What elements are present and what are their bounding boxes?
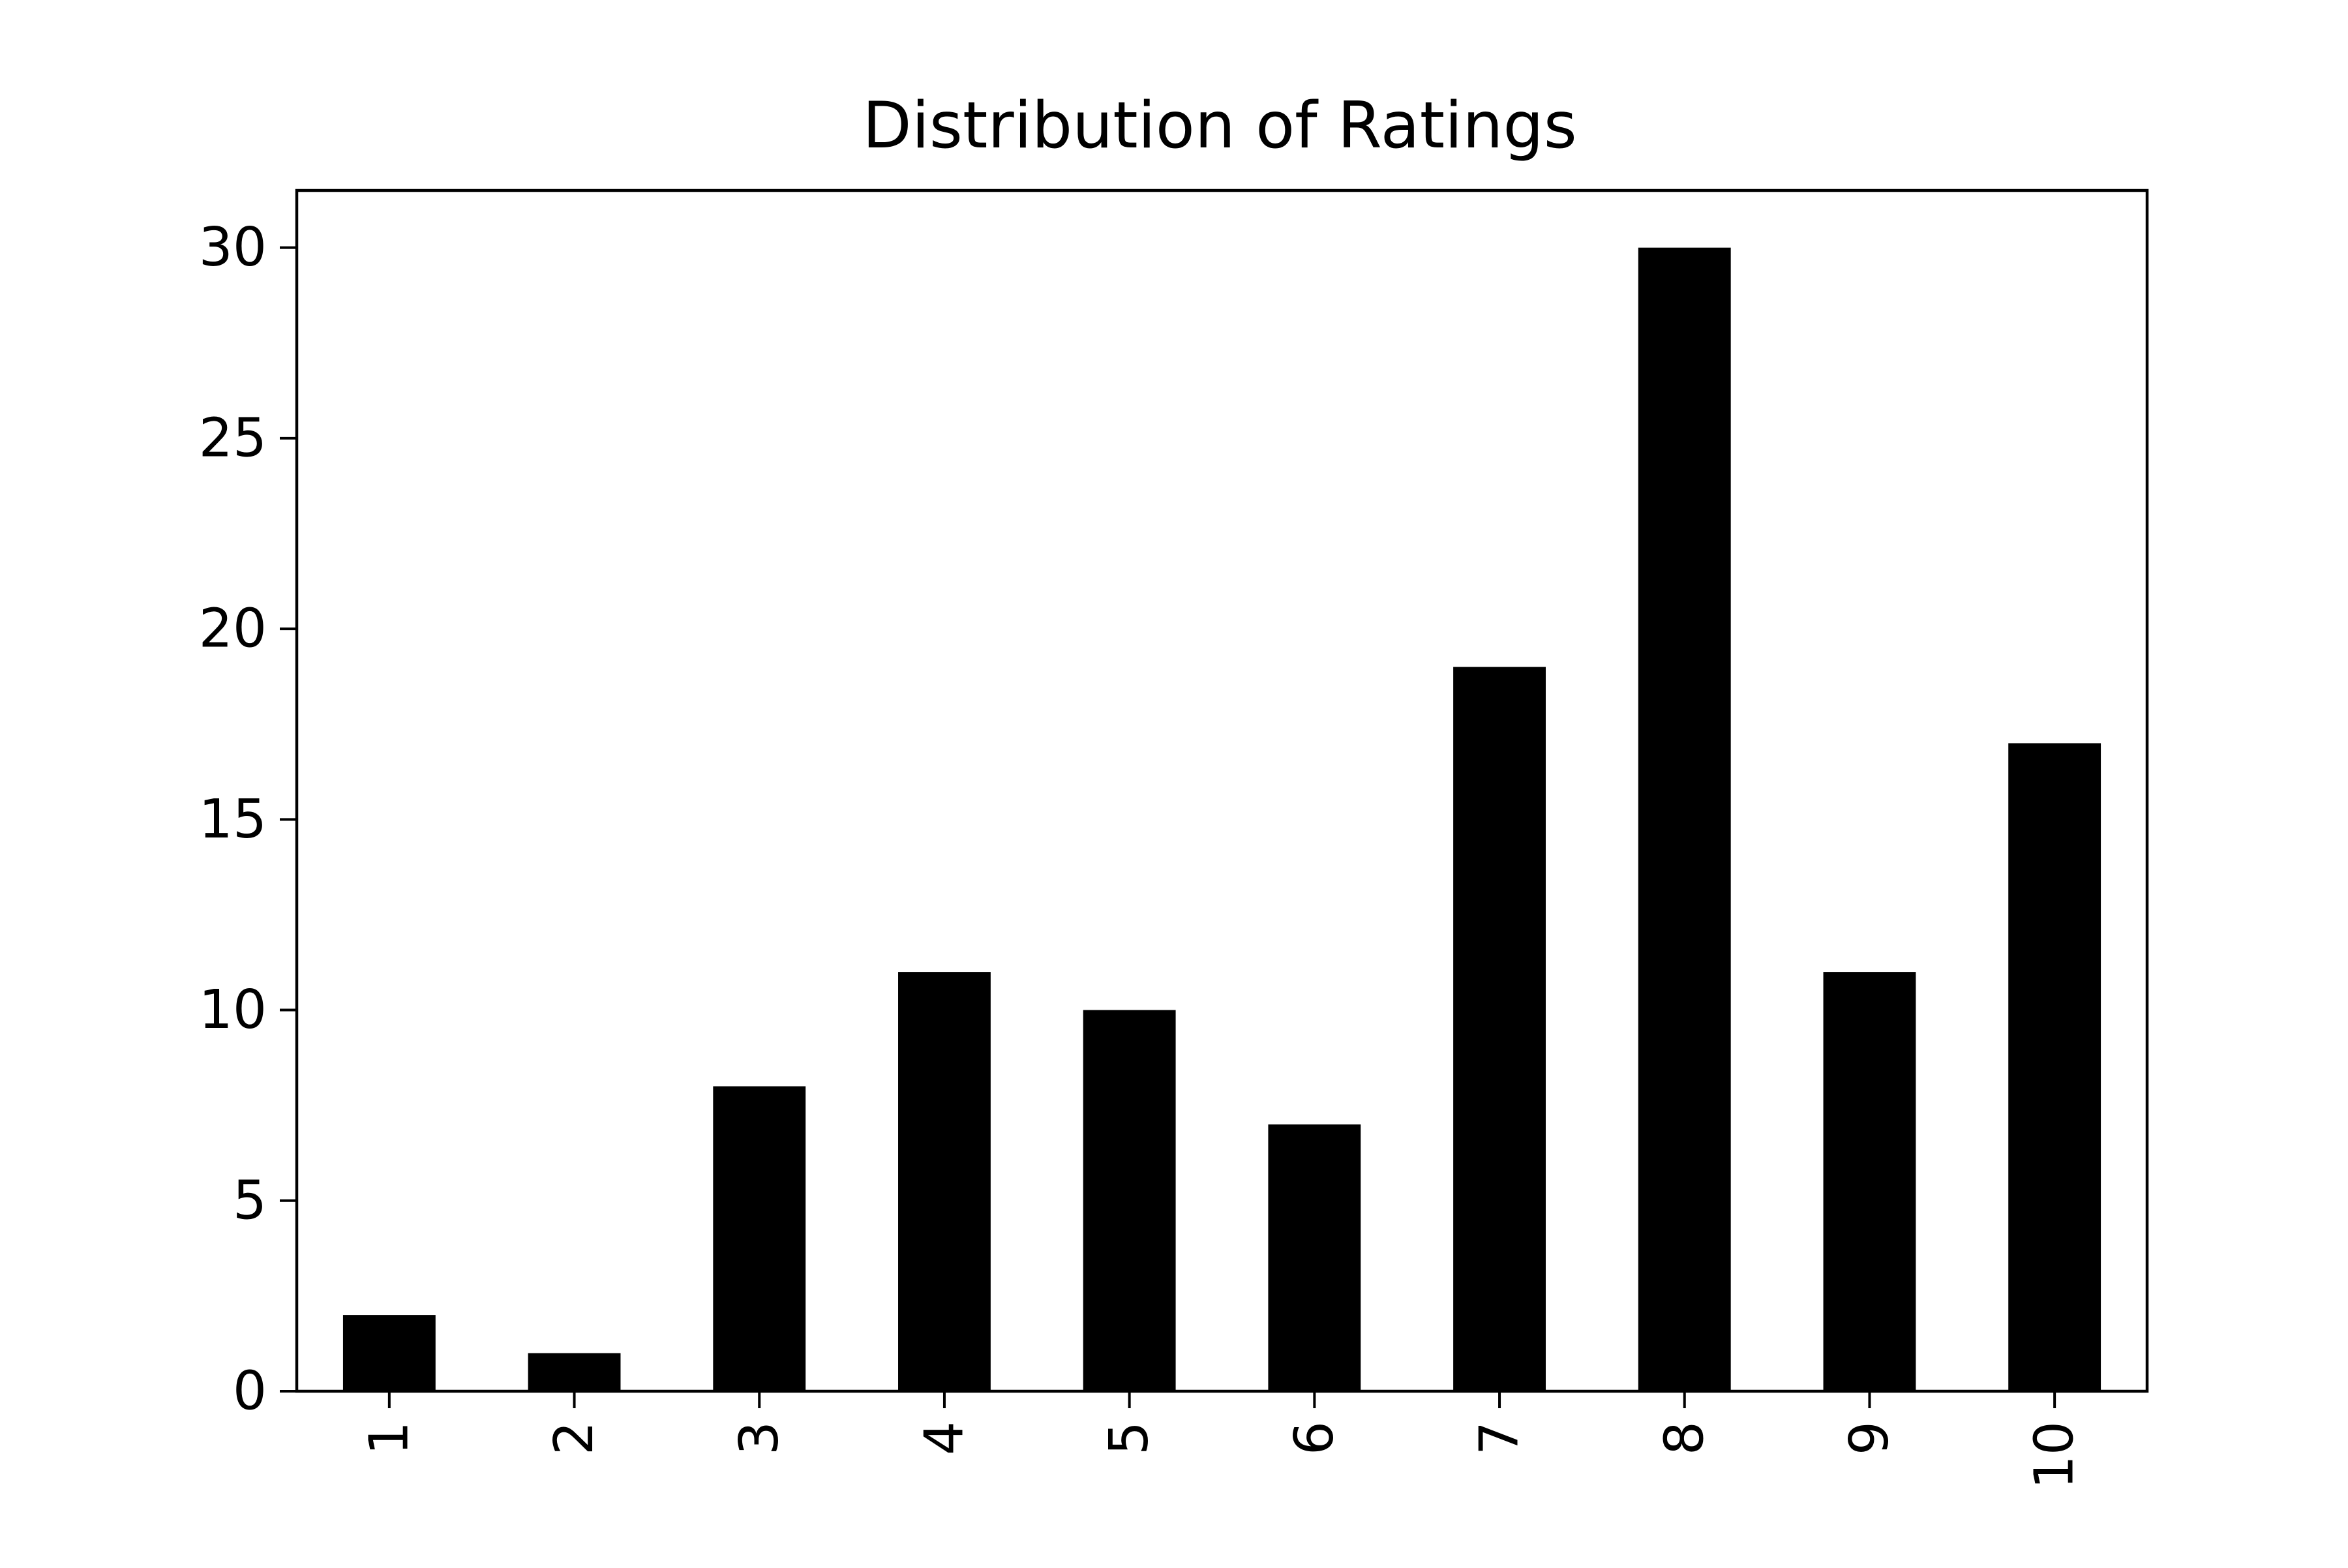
bar-4 bbox=[898, 972, 991, 1391]
y-tick-label: 0 bbox=[233, 1361, 267, 1423]
bar-10 bbox=[2008, 743, 2101, 1391]
bar-9 bbox=[1823, 972, 1916, 1391]
bar-3 bbox=[713, 1086, 806, 1391]
bar-1 bbox=[342, 1315, 436, 1391]
x-tick-label: 8 bbox=[1653, 1421, 1715, 1455]
y-tick-label: 20 bbox=[199, 598, 267, 660]
x-tick-label: 5 bbox=[1098, 1421, 1160, 1455]
y-tick-label: 15 bbox=[199, 789, 267, 851]
x-axis: 1 2 3 4 5 6 7 8 9 10 bbox=[358, 1391, 2086, 1489]
chart-title: Distribution of Ratings bbox=[862, 89, 1577, 163]
bar-8 bbox=[1638, 247, 1731, 1392]
x-tick-label: 9 bbox=[1839, 1421, 1901, 1455]
x-tick-label: 4 bbox=[913, 1421, 975, 1455]
y-axis: 0 5 10 15 20 25 30 bbox=[199, 217, 297, 1423]
x-tick-label: 7 bbox=[1469, 1421, 1531, 1455]
y-tick-label: 25 bbox=[199, 407, 267, 469]
x-tick-label: 3 bbox=[729, 1421, 790, 1455]
bars-layer bbox=[342, 247, 2101, 1392]
y-tick-label: 10 bbox=[199, 979, 267, 1041]
y-tick-label: 30 bbox=[199, 217, 267, 279]
plot-frame bbox=[295, 188, 2149, 1393]
bar-6 bbox=[1268, 1124, 1361, 1391]
x-tick-label: 6 bbox=[1284, 1421, 1346, 1455]
bar-7 bbox=[1453, 667, 1546, 1391]
bar-5 bbox=[1083, 1010, 1176, 1391]
x-tick-label: 1 bbox=[358, 1421, 420, 1455]
x-tick-label: 10 bbox=[2024, 1421, 2086, 1489]
x-tick-label: 2 bbox=[543, 1421, 605, 1455]
y-tick-label: 5 bbox=[233, 1169, 267, 1231]
bar-2 bbox=[528, 1353, 621, 1391]
